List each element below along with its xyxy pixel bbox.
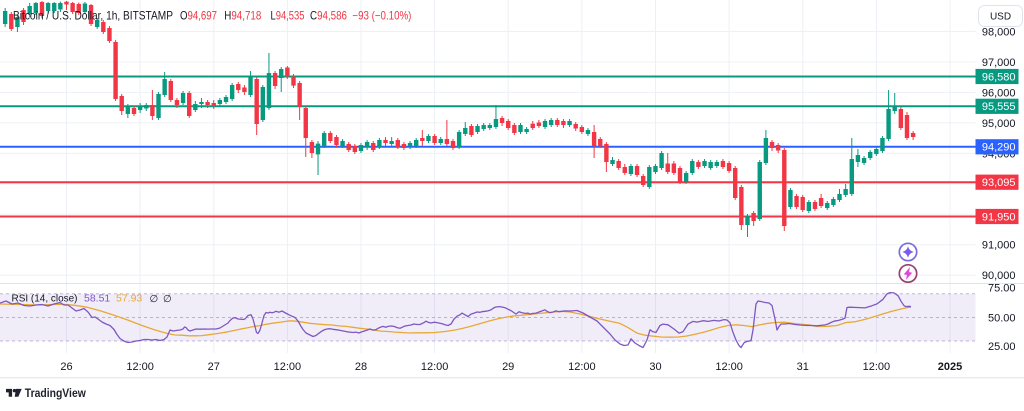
- svg-text:−93 (−0.10%): −93 (−0.10%): [352, 10, 411, 23]
- svg-text:12:00: 12:00: [421, 361, 449, 373]
- svg-text:93,095: 93,095: [982, 177, 1016, 189]
- svg-text:98,000: 98,000: [982, 26, 1016, 38]
- svg-text:27: 27: [208, 361, 220, 373]
- svg-text:∅: ∅: [163, 294, 172, 305]
- svg-text:H94,718: H94,718: [224, 10, 261, 23]
- svg-text:29: 29: [502, 361, 514, 373]
- svg-text:12:00: 12:00: [863, 361, 891, 373]
- svg-text:97,000: 97,000: [982, 57, 1016, 69]
- svg-text:75.00: 75.00: [988, 283, 1016, 295]
- svg-text:94,290: 94,290: [982, 142, 1016, 154]
- svg-text:91,950: 91,950: [982, 211, 1016, 223]
- svg-text:12:00: 12:00: [126, 361, 154, 373]
- svg-text:30: 30: [649, 361, 661, 373]
- svg-text:12:00: 12:00: [274, 361, 302, 373]
- svg-text:Bitcoin / U.S. Dollar, 1h, BIT: Bitcoin / U.S. Dollar, 1h, BITSTAMP: [13, 10, 173, 23]
- svg-text:2025: 2025: [938, 361, 962, 373]
- svg-text:58.51: 58.51: [84, 293, 110, 305]
- svg-text:90,000: 90,000: [982, 270, 1016, 282]
- svg-text:O94,697: O94,697: [180, 10, 217, 23]
- svg-text:31: 31: [797, 361, 809, 373]
- svg-text:25.00: 25.00: [988, 341, 1016, 353]
- svg-text:28: 28: [355, 361, 367, 373]
- svg-text:USD: USD: [990, 12, 1011, 23]
- svg-text:∅: ∅: [150, 294, 159, 305]
- svg-text:95,555: 95,555: [982, 101, 1016, 113]
- svg-text:C94,586: C94,586: [310, 10, 347, 23]
- svg-text:26: 26: [60, 361, 72, 373]
- svg-text:L94,535: L94,535: [271, 10, 305, 23]
- svg-text:RSI (14, close): RSI (14, close): [12, 293, 78, 305]
- svg-text:96,000: 96,000: [982, 87, 1016, 99]
- svg-text:91,000: 91,000: [982, 240, 1016, 252]
- svg-text:50.00: 50.00: [988, 313, 1016, 325]
- svg-text:57.93: 57.93: [116, 293, 142, 305]
- svg-text:12:00: 12:00: [715, 361, 743, 373]
- svg-text:TradingView: TradingView: [25, 388, 86, 400]
- svg-text:96,580: 96,580: [982, 71, 1016, 83]
- svg-text:12:00: 12:00: [568, 361, 596, 373]
- svg-text:95,000: 95,000: [982, 118, 1016, 130]
